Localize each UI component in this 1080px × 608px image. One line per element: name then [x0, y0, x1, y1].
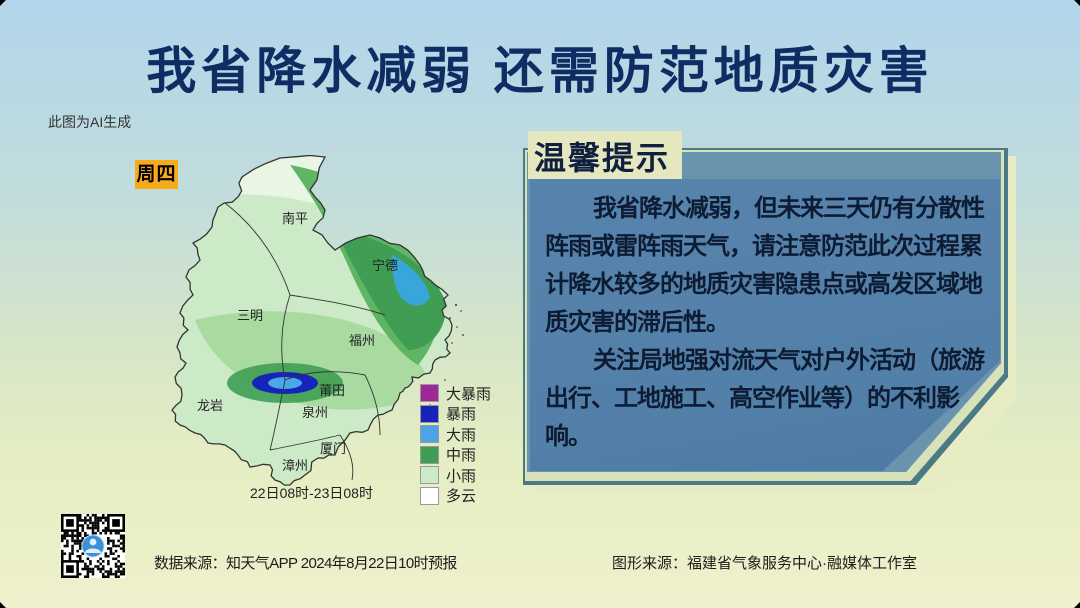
svg-text:福州: 福州 [349, 333, 375, 348]
svg-text:莆田: 莆田 [319, 383, 345, 398]
svg-text:龙岩: 龙岩 [197, 398, 223, 413]
svg-text:南平: 南平 [282, 211, 308, 226]
svg-text:泉州: 泉州 [302, 405, 328, 420]
svg-text:三明: 三明 [237, 308, 263, 323]
svg-text:厦门: 厦门 [320, 441, 346, 456]
svg-text:漳州: 漳州 [282, 458, 308, 473]
svg-text:宁德: 宁德 [372, 258, 398, 273]
